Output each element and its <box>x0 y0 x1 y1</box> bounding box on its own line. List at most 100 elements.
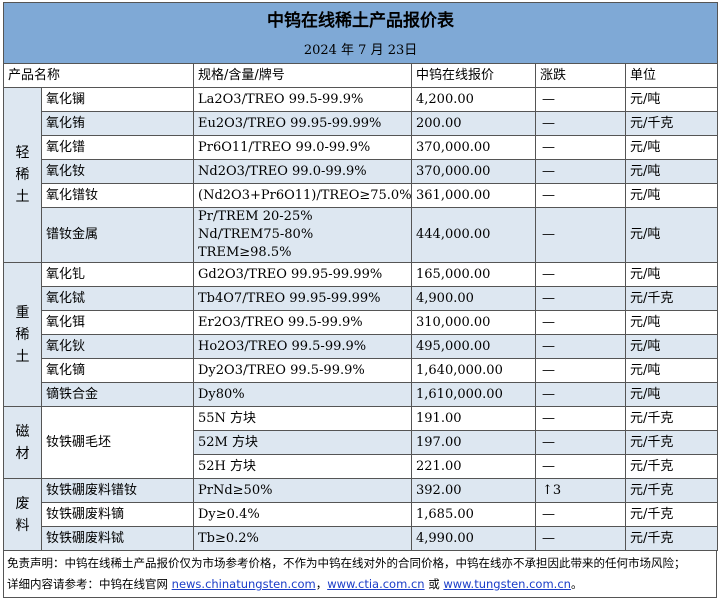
product-spec: Tb≥0.2% <box>193 526 412 551</box>
group-heavy-rare-earth: 重稀土 <box>3 262 42 407</box>
suffix: 。 <box>570 577 583 591</box>
product-change: — <box>535 310 626 335</box>
product-unit: 元/千克 <box>624 430 719 455</box>
product-unit: 元/吨 <box>624 183 719 208</box>
product-change: — <box>535 286 626 311</box>
table-row: 氧化钬 Ho2O3/TREO 99.5-99.9% 495,000.00 — 元… <box>4 334 719 359</box>
group-magnetic-material: 磁材 <box>3 406 42 479</box>
table-row: 氧化铒 Er2O3/TREO 99.5-99.9% 310,000.00 — 元… <box>4 310 719 335</box>
rare-earth-price-table: 中钨在线稀土产品报价表 2024 年 7 月 23日 产品名称 规格/含量/牌号… <box>2 2 719 551</box>
product-price: 370,000.00 <box>411 159 536 184</box>
header-row: 产品名称 规格/含量/牌号 中钨在线报价 涨跌 单位 <box>3 63 719 88</box>
product-price: 310,000.00 <box>411 310 536 335</box>
product-price: 1,685.00 <box>411 502 536 527</box>
product-unit: 元/吨 <box>624 159 719 184</box>
product-price: 200.00 <box>411 111 536 136</box>
product-spec: La2O3/TREO 99.5-99.9% <box>193 87 412 112</box>
group-scrap: 废料 <box>3 478 42 551</box>
product-price: 165,000.00 <box>411 262 536 287</box>
table-row: 轻稀土 氧化镧 La2O3/TREO 99.5-99.9% 4,200.00 —… <box>3 87 719 263</box>
product-unit: 元/千克 <box>624 111 719 136</box>
table-date: 2024 年 7 月 23日 <box>2 39 719 64</box>
product-spec: PrNd≥50% <box>193 478 412 503</box>
link-tungsten[interactable]: www.tungsten.com.cn <box>443 577 571 591</box>
product-unit: 元/吨 <box>624 358 719 383</box>
product-unit: 元/吨 <box>624 310 719 335</box>
product-name: 氧化镧 <box>41 87 194 112</box>
product-spec: Dy80% <box>193 382 412 407</box>
disclaimer-prefix: 详细内容请参考：中钨在线官网 <box>7 577 172 591</box>
product-change: — <box>535 159 626 184</box>
product-change: ↑3 <box>535 478 626 503</box>
product-name: 镝铁合金 <box>41 382 194 407</box>
header-unit: 单位 <box>624 63 719 88</box>
product-unit: 元/吨 <box>624 382 719 407</box>
separator: ， <box>315 577 328 591</box>
product-price: 4,900.00 <box>411 286 536 311</box>
product-name: 氧化镨钕 <box>41 183 194 208</box>
product-name: 钕铁硼废料镝 <box>41 502 194 527</box>
link-chinatungsten[interactable]: news.chinatungsten.com <box>171 577 316 591</box>
table-row: 氧化铕 Eu2O3/TREO 99.95-99.99% 200.00 — 元/千… <box>4 111 719 136</box>
product-name: 氧化镝 <box>41 358 194 383</box>
table-row: 52M 方块 197.00 — 元/千克 <box>4 430 719 455</box>
product-unit: 元/千克 <box>624 406 719 431</box>
product-change: — <box>535 111 626 136</box>
product-change: — <box>535 262 626 287</box>
header-price: 中钨在线报价 <box>411 63 536 88</box>
product-spec: Dy≥0.4% <box>193 502 412 527</box>
table-row: 磁材 钕铁硼毛坯 55N 方块 191.00 — 元/千克 <box>3 406 719 479</box>
product-name: 钕铁硼废料铽 <box>41 526 194 551</box>
disclaimer-line1: 免责声明：中钨在线稀土产品报价仅为市场参考价格，不作为中钨在线对外的合同价格，中… <box>7 556 686 570</box>
table-row: 氧化镨 Pr6O11/TREO 99.0-99.9% 370,000.00 — … <box>4 135 719 160</box>
link-ctia[interactable]: www.ctia.com.cn <box>327 577 425 591</box>
product-unit: 元/吨 <box>624 87 719 112</box>
group-light-rare-earth: 轻稀土 <box>3 87 42 263</box>
product-spec-line1: Pr/TREM 20-25% <box>198 209 313 224</box>
table-row: 镨钕金属 Pr/TREM 20-25% Nd/TREM75-80% TREM≥9… <box>4 207 719 263</box>
table-row: 钕铁硼废料镝 Dy≥0.4% 1,685.00 — 元/千克 <box>4 502 719 527</box>
product-price: 221.00 <box>411 454 536 479</box>
product-unit: 元/吨 <box>624 262 719 287</box>
product-price: 370,000.00 <box>411 135 536 160</box>
product-change: — <box>535 406 626 431</box>
table-row: 重稀土 氧化钆 Gd2O3/TREO 99.95-99.99% 165,000.… <box>3 262 719 407</box>
product-change: — <box>535 207 626 263</box>
table-row: 氧化镝 Dy2O3/TREO 99.5-99.9% 1,640,000.00 —… <box>4 358 719 383</box>
product-change: — <box>535 183 626 208</box>
product-unit: 元/吨 <box>624 207 719 263</box>
table-row: 氧化铽 Tb4O7/TREO 99.95-99.99% 4,900.00 — 元… <box>4 286 719 311</box>
product-unit: 元/千克 <box>624 478 719 503</box>
product-spec: Nd2O3/TREO 99.0-99.9% <box>193 159 412 184</box>
header-spec: 规格/含量/牌号 <box>193 63 412 88</box>
product-spec: Er2O3/TREO 99.5-99.9% <box>193 310 412 335</box>
product-unit: 元/千克 <box>624 286 719 311</box>
disclaimer-line2: 详细内容请参考：中钨在线官网 news.chinatungsten.com，ww… <box>7 574 713 595</box>
product-change: — <box>535 358 626 383</box>
product-spec: Eu2O3/TREO 99.95-99.99% <box>193 111 412 136</box>
product-price: 1,610,000.00 <box>411 382 536 407</box>
table-title: 中钨在线稀土产品报价表 <box>2 2 719 39</box>
product-spec: 52H 方块 <box>193 454 412 479</box>
product-spec: (Nd2O3+Pr6O11)/TREO≥75.0% <box>193 183 412 208</box>
product-name: 氧化镨 <box>41 135 194 160</box>
product-spec: 52M 方块 <box>193 430 412 455</box>
header-name: 产品名称 <box>3 63 194 88</box>
product-spec: 55N 方块 <box>193 406 412 431</box>
product-name: 钕铁硼毛坯 <box>41 406 194 479</box>
table-row: 钕铁硼废料铽 Tb≥0.2% 4,990.00 — 元/千克 <box>4 526 719 551</box>
table-row: 镝铁合金 Dy80% 1,610,000.00 — 元/吨 <box>4 382 719 407</box>
product-spec: Dy2O3/TREO 99.5-99.9% <box>193 358 412 383</box>
product-change: — <box>535 334 626 359</box>
product-unit: 元/吨 <box>624 135 719 160</box>
product-change: — <box>535 454 626 479</box>
product-name: 氧化铕 <box>41 111 194 136</box>
table-row: 氧化钕 Nd2O3/TREO 99.0-99.9% 370,000.00 — 元… <box>4 159 719 184</box>
product-price: 4,990.00 <box>411 526 536 551</box>
product-spec-line2: Nd/TREM75-80% TREM≥98.5% <box>198 227 314 260</box>
product-unit: 元/千克 <box>624 526 719 551</box>
product-name: 氧化铽 <box>41 286 194 311</box>
product-spec: Gd2O3/TREO 99.95-99.99% <box>193 262 412 287</box>
product-unit: 元/千克 <box>624 502 719 527</box>
